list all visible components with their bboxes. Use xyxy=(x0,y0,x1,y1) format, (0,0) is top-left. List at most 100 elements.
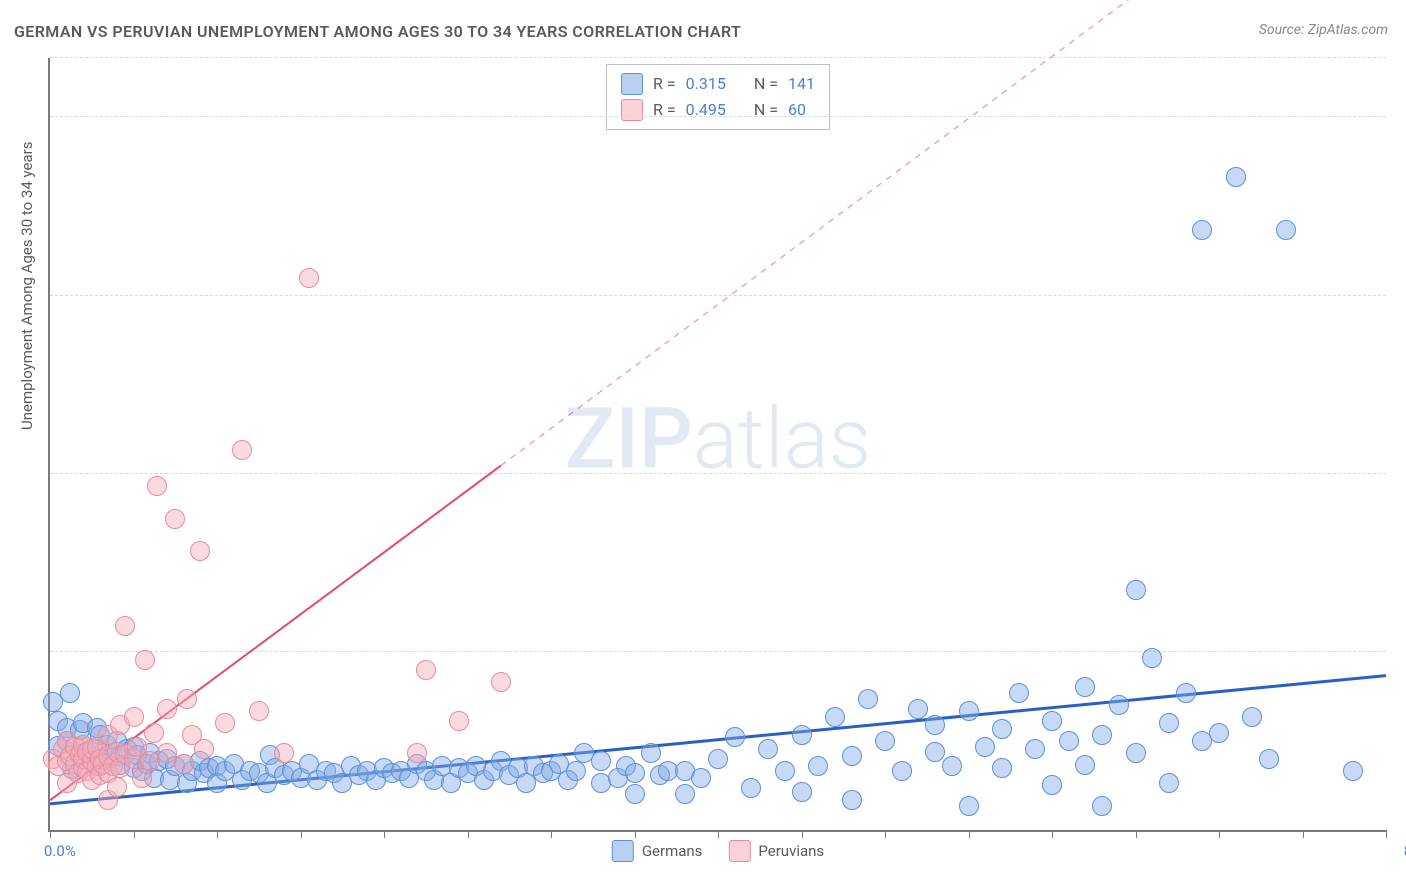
scatter-point xyxy=(147,476,167,496)
scatter-point xyxy=(591,751,611,771)
scatter-point xyxy=(1059,731,1079,751)
legend-label: Peruvians xyxy=(758,842,824,860)
scatter-point xyxy=(725,727,745,747)
scatter-point xyxy=(808,756,828,776)
x-tick xyxy=(718,830,719,838)
n-value: 141 xyxy=(788,71,815,97)
scatter-point xyxy=(959,796,979,816)
scatter-point xyxy=(842,746,862,766)
x-tick xyxy=(1136,830,1137,838)
scatter-point xyxy=(842,790,862,810)
scatter-point xyxy=(566,761,586,781)
scatter-point xyxy=(107,777,127,797)
y-axis-label: Unemployment Among Ages 30 to 34 years xyxy=(18,142,36,430)
scatter-point xyxy=(625,763,645,783)
scatter-point xyxy=(1192,220,1212,240)
scatter-point xyxy=(124,707,144,727)
scatter-point xyxy=(758,739,778,759)
x-tick xyxy=(468,830,469,838)
legend-item-peruvians: Peruvians xyxy=(728,840,824,862)
scatter-point xyxy=(1159,773,1179,793)
scatter-point xyxy=(1126,743,1146,763)
scatter-point xyxy=(775,761,795,781)
x-tick xyxy=(1386,830,1387,838)
scatter-point xyxy=(975,737,995,757)
swatch-pink-icon xyxy=(621,99,643,121)
scatter-point xyxy=(792,782,812,802)
scatter-point xyxy=(675,784,695,804)
scatter-point xyxy=(625,784,645,804)
x-tick xyxy=(969,830,970,838)
scatter-point xyxy=(1042,775,1062,795)
scatter-point xyxy=(1075,755,1095,775)
x-tick xyxy=(1052,830,1053,838)
scatter-point xyxy=(407,743,427,763)
n-value: 60 xyxy=(788,97,806,123)
scatter-point xyxy=(194,739,214,759)
scatter-point xyxy=(641,743,661,763)
scatter-point xyxy=(1025,739,1045,759)
scatter-point xyxy=(691,768,711,788)
chart-container: GERMAN VS PERUVIAN UNEMPLOYMENT AMONG AG… xyxy=(0,0,1406,892)
gridline xyxy=(50,57,1386,58)
chart-title: GERMAN VS PERUVIAN UNEMPLOYMENT AMONG AG… xyxy=(14,22,741,41)
scatter-point xyxy=(858,689,878,709)
r-value: 0.315 xyxy=(686,71,726,97)
n-label: N = xyxy=(754,71,778,97)
stats-legend-row-germans: R = 0.315 N = 141 xyxy=(621,71,815,97)
scatter-point xyxy=(115,616,135,636)
scatter-point xyxy=(875,731,895,751)
x-tick xyxy=(551,830,552,838)
scatter-point xyxy=(177,689,197,709)
scatter-point xyxy=(1092,725,1112,745)
legend-item-germans: Germans xyxy=(612,840,703,862)
scatter-point xyxy=(1259,749,1279,769)
scatter-point xyxy=(1042,711,1062,731)
x-tick xyxy=(635,830,636,838)
scatter-point xyxy=(190,541,210,561)
gridline xyxy=(50,116,1386,117)
scatter-point xyxy=(491,672,511,692)
scatter-point xyxy=(892,761,912,781)
stats-legend: R = 0.315 N = 141 R = 0.495 N = 60 xyxy=(606,64,830,130)
scatter-point xyxy=(1209,723,1229,743)
gridline xyxy=(50,473,1386,474)
scatter-point xyxy=(165,509,185,529)
scatter-point xyxy=(708,749,728,769)
scatter-point xyxy=(249,701,269,721)
x-tick xyxy=(134,830,135,838)
scatter-point xyxy=(449,711,469,731)
swatch-blue-icon xyxy=(621,73,643,95)
scatter-point xyxy=(1276,220,1296,240)
scatter-point xyxy=(215,713,235,733)
r-label: R = xyxy=(653,97,676,123)
legend-label: Germans xyxy=(642,842,703,860)
scatter-point xyxy=(299,268,319,288)
series-legend: Germans Peruvians xyxy=(612,840,824,862)
scatter-point xyxy=(60,683,80,703)
x-tick xyxy=(217,830,218,838)
source-label: Source: ZipAtlas.com xyxy=(1259,22,1388,38)
stats-legend-row-peruvians: R = 0.495 N = 60 xyxy=(621,97,815,123)
x-tick xyxy=(885,830,886,838)
scatter-point xyxy=(135,650,155,670)
scatter-point xyxy=(925,715,945,735)
scatter-point xyxy=(925,742,945,762)
scatter-point xyxy=(959,701,979,721)
scatter-point xyxy=(174,754,194,774)
scatter-point xyxy=(942,756,962,776)
gridline xyxy=(50,295,1386,296)
scatter-point xyxy=(1075,677,1095,697)
scatter-point xyxy=(157,699,177,719)
scatter-point xyxy=(232,440,252,460)
scatter-point xyxy=(144,723,164,743)
scatter-point xyxy=(416,660,436,680)
scatter-point xyxy=(1092,796,1112,816)
scatter-point xyxy=(1009,683,1029,703)
scatter-point xyxy=(1343,761,1363,781)
scatter-point xyxy=(1109,695,1129,715)
scatter-point xyxy=(1126,580,1146,600)
scatter-point xyxy=(992,758,1012,778)
r-value: 0.495 xyxy=(686,97,726,123)
x-tick xyxy=(1219,830,1220,838)
